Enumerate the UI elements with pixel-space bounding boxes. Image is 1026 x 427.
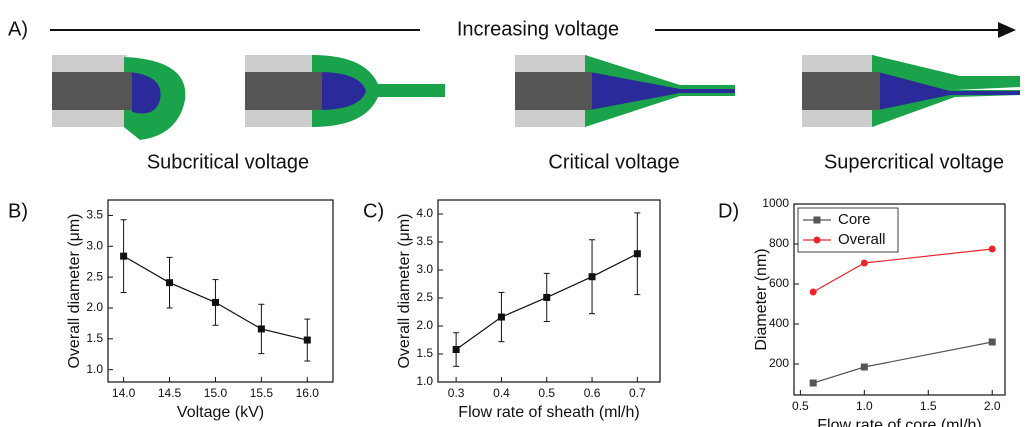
arrow-label: Increasing voltage [457,18,619,40]
y-tick-label: 2.0 [416,318,433,332]
data-point [633,250,641,258]
panel-label: C) [363,200,384,222]
y-tick-label: 2.5 [416,290,433,304]
data-point [809,288,817,296]
x-axis-title: Flow rate of core (ml/h) [817,417,981,427]
data-point [452,346,460,354]
x-tick-label: 0.6 [584,386,601,400]
stage-label: Supercritical voltage [824,151,1004,173]
data-point [588,273,596,281]
y-tick-label: 1.0 [86,362,103,376]
x-tick-label: 0.5 [538,386,555,400]
x-axis-title: Flow rate of sheath (ml/h) [458,404,639,421]
legend-marker [813,216,821,224]
schematic-critical [515,55,735,127]
data-line [812,248,993,293]
y-tick-label: 2.5 [86,269,103,283]
y-axis-title: Overall diameter (μm) [396,213,413,368]
y-axis-title: Diameter (nm) [753,248,770,350]
x-tick-label: 0.7 [629,386,646,400]
data-point [497,313,505,321]
data-point [543,293,551,301]
y-tick-label: 1.5 [416,346,433,360]
data-point [166,279,174,287]
x-tick-label: 15.0 [204,386,228,400]
y-tick-label: 1.0 [416,374,433,388]
schematic-critical-a [245,55,445,127]
data-point [860,259,868,267]
data-point [303,336,311,344]
plot-frame [793,203,1006,396]
y-tick-label: 600 [769,276,789,290]
y-tick-label: 400 [769,316,789,330]
panel-label: B) [8,200,28,222]
x-tick-label: 14.0 [112,386,136,400]
panel-label: D) [718,200,739,222]
arrow-head [998,22,1016,38]
x-tick-label: 16.0 [296,386,320,400]
data-point [988,338,996,346]
plot-frame [107,199,334,383]
x-tick-label: 0.3 [448,386,465,400]
data-point [120,252,128,260]
schematic-subcritical [52,55,186,140]
y-tick-label: 3.5 [86,208,103,222]
y-tick-label: 1000 [762,196,789,210]
data-point [257,325,265,333]
panel-label: A) [8,18,28,40]
y-tick-label: 4.0 [416,206,433,220]
x-tick-label: 0.4 [493,386,510,400]
legend-label: Overall [838,231,886,248]
x-tick-label: 1.5 [920,399,937,413]
legend-box [797,207,899,253]
schematic-supercritical [802,55,1020,127]
y-tick-label: 3.0 [416,262,433,276]
data-point [988,245,996,253]
y-tick-label: 3.5 [416,234,433,248]
x-tick-label: 15.5 [250,386,274,400]
y-tick-label: 800 [769,236,789,250]
stage-label: Subcritical voltage [147,151,309,173]
plot-frame [437,199,661,383]
y-tick-label: 3.0 [86,238,103,252]
data-point [860,363,868,371]
legend-marker [813,236,821,244]
y-axis-title: Overall diameter (μm) [66,213,83,368]
x-tick-label: 1.0 [856,399,873,413]
data-point [211,298,219,306]
x-tick-label: 0.5 [792,399,809,413]
x-tick-label: 14.5 [158,386,182,400]
y-tick-label: 200 [769,356,789,370]
legend-label: Core [838,211,871,228]
data-point [809,379,817,387]
y-tick-label: 2.0 [86,300,103,314]
stage-label: Critical voltage [548,151,679,173]
y-tick-label: 1.5 [86,331,103,345]
x-axis-title: Voltage (kV) [177,404,264,421]
data-line [813,341,993,384]
x-tick-label: 2.0 [984,399,1001,413]
